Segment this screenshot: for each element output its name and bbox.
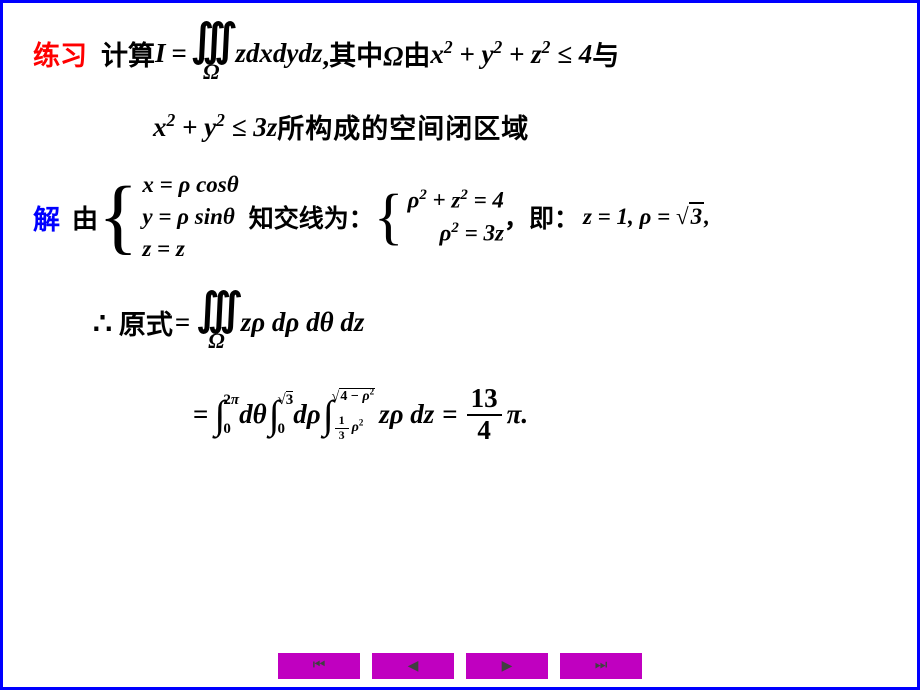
result-pi: π.: [507, 399, 529, 430]
integral-1: ∫ 2π 0: [214, 393, 239, 437]
eq-step2: =: [193, 399, 208, 430]
triple-integral-icon: ∭ Ω: [191, 21, 232, 85]
eq-step1: =: [175, 307, 190, 338]
intersection-system: { ρ2 + z2 = 4 ρ2 = 3z: [374, 187, 504, 246]
drho: dρ: [293, 399, 320, 430]
comma-text: ,其中Ω由: [322, 34, 430, 73]
eq-result: =: [442, 399, 457, 430]
exercise-label: 练习: [33, 34, 87, 73]
ie-text: ，即：: [504, 199, 579, 235]
integrand2: zρ dρ dθ dz: [241, 307, 365, 338]
int3-body: zρ dz: [379, 399, 434, 430]
calc-text: 计算: [101, 34, 155, 73]
and-text: 与: [592, 34, 619, 73]
know-text: 知交线为：: [249, 199, 374, 235]
int-eq2: ρ2 = 3z: [407, 220, 503, 247]
dtheta: dθ: [239, 399, 267, 430]
nav-next-button[interactable]: ▶: [466, 653, 548, 679]
nav-last-button[interactable]: ⏭: [560, 653, 642, 679]
by-text: 由: [72, 199, 98, 236]
result-fraction: 13 4: [467, 384, 502, 445]
integral-2: ∫ √3 0: [269, 393, 294, 437]
lhs-I: I: [155, 38, 166, 69]
eq1: =: [172, 38, 187, 69]
int-eq1: ρ2 + z2 = 4: [407, 187, 503, 214]
nav-prev-button[interactable]: ◀: [372, 653, 454, 679]
integral-3: ∫ √4 − ρ2 1 3 ρ2: [323, 388, 375, 442]
integrand1: zdxdydz: [235, 38, 322, 69]
cond1: x2 + y2 + z2 ≤ 4: [430, 37, 592, 70]
sub-eq2: y = ρ sinθ: [142, 204, 238, 230]
sub-eq3: z = z: [142, 236, 238, 262]
solution-label: 解: [33, 198, 60, 237]
substitution-system: { x = ρ cosθ y = ρ sinθ z = z: [98, 172, 239, 262]
tail-text: 所构成的空间闭区域: [277, 107, 529, 146]
triple-integral-icon-2: ∭ Ω: [196, 290, 237, 354]
therefore-text: ∴ 原式: [93, 303, 173, 342]
cond2: x2 + y2 ≤ 3z: [153, 110, 277, 143]
nav-bar: ⏮ ◀ ▶ ⏭: [278, 653, 642, 679]
sub-eq1: x = ρ cosθ: [142, 172, 238, 198]
nav-first-button[interactable]: ⏮: [278, 653, 360, 679]
result-z: z = 1, ρ = √3,: [583, 204, 710, 230]
